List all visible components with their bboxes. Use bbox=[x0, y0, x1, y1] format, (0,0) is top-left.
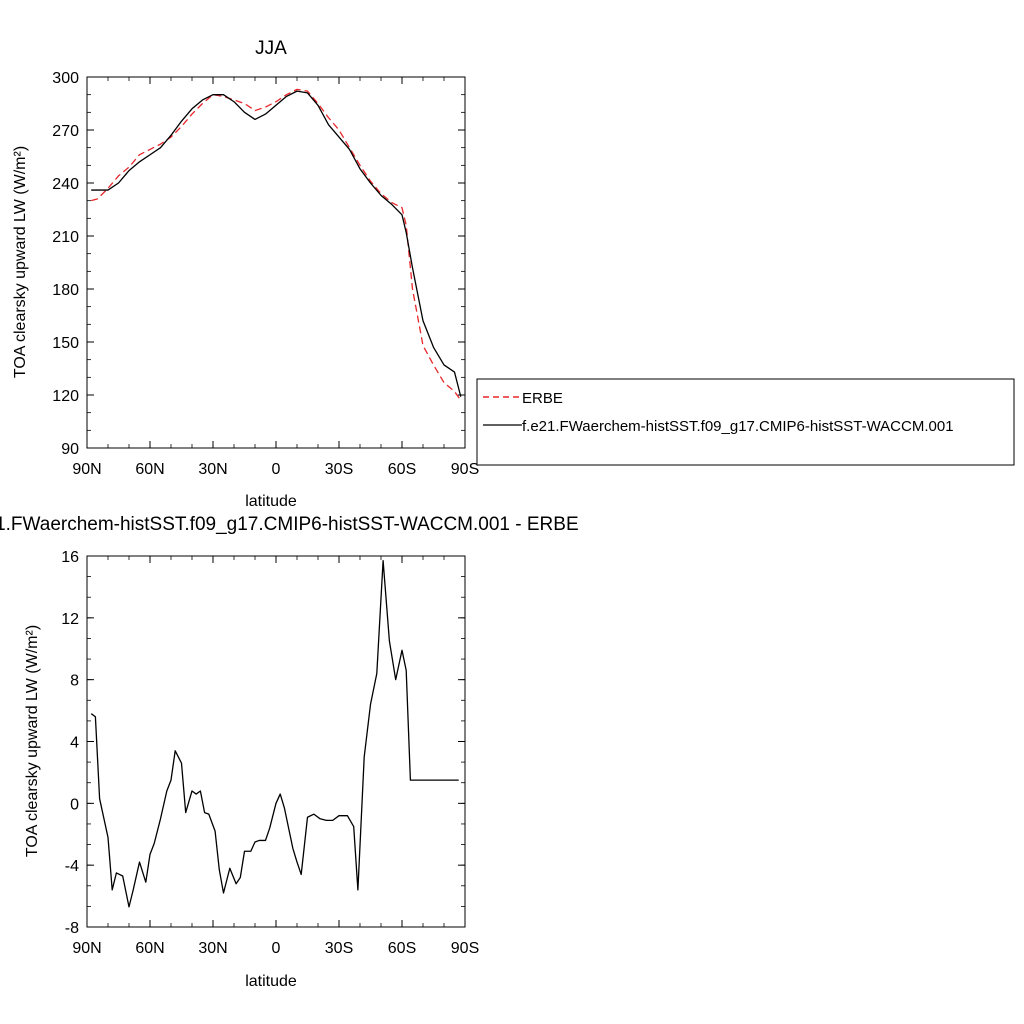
top-panel-x-tick-label: 30N bbox=[198, 461, 227, 478]
top-panel-y-tick-label: 150 bbox=[52, 335, 79, 352]
bottom-panel-y-tick-label: -8 bbox=[65, 920, 79, 937]
bottom-panel-x-axis-label: latitude bbox=[245, 973, 297, 990]
top-panel-x-tick-label: 60S bbox=[388, 461, 416, 478]
top-panel-series-line-1 bbox=[91, 90, 462, 397]
bottom-panel-y-axis-label: TOA clearsky upward LW (W/m²) bbox=[24, 625, 41, 857]
bottom-panel-y-tick-label: 4 bbox=[70, 735, 79, 752]
bottom-panel-y-tick-label: 12 bbox=[61, 611, 79, 628]
top-panel-frame bbox=[86, 76, 466, 449]
top-panel-series bbox=[91, 88, 462, 401]
top-panel-x-tick-labels: 90N 60N 30N 0 30S 60S 90S bbox=[72, 461, 479, 478]
bottom-panel: f.e21.FWaerchem-histSST.f09_g17.CMIP6-hi… bbox=[0, 514, 579, 990]
top-panel-y-tick-label: 90 bbox=[61, 441, 79, 458]
bottom-panel-y-tick-label: -4 bbox=[65, 858, 79, 875]
top-panel-x-tick-label: 90S bbox=[451, 461, 479, 478]
top-panel-x-tick-label: 0 bbox=[272, 461, 281, 478]
bottom-panel-x-tick-label: 30N bbox=[198, 940, 227, 957]
legend-label-model: f.e21.FWaerchem-histSST.f09_g17.CMIP6-hi… bbox=[522, 418, 954, 435]
top-panel-y-tick-label: 120 bbox=[52, 388, 79, 405]
top-panel-x-tick-label: 60N bbox=[135, 461, 164, 478]
top-panel-y-tick-label: 300 bbox=[52, 70, 79, 87]
bottom-panel-x-tick-label: 90N bbox=[72, 940, 101, 957]
bottom-panel-series bbox=[90, 559, 459, 908]
legend: ERBE f.e21.FWaerchem-histSST.f09_g17.CMI… bbox=[476, 378, 1015, 466]
bottom-panel-x-tick-label: 90S bbox=[451, 940, 479, 957]
bottom-panel-x-tick-label: 60N bbox=[135, 940, 164, 957]
legend-box bbox=[476, 378, 1015, 466]
top-panel-y-tick-label: 270 bbox=[52, 123, 79, 140]
top-panel-ticks bbox=[86, 76, 466, 449]
legend-label-erbe: ERBE bbox=[522, 390, 563, 407]
top-panel-y-tick-label: 210 bbox=[52, 229, 79, 246]
top-panel-y-tick-labels: 90 120 150 180 210 240 270 300 bbox=[52, 70, 79, 458]
top-panel-y-tick-label: 180 bbox=[52, 282, 79, 299]
top-panel-y-axis-label: TOA clearsky upward LW (W/m²) bbox=[12, 146, 29, 378]
bottom-panel-x-tick-label: 30S bbox=[325, 940, 353, 957]
bottom-panel-series-line-0 bbox=[90, 559, 459, 908]
bottom-panel-y-tick-label: 0 bbox=[70, 796, 79, 813]
bottom-panel-y-tick-labels: -8 -4 0 4 8 12 16 bbox=[61, 549, 79, 937]
bottom-panel-x-tick-label: 0 bbox=[272, 940, 281, 957]
bottom-panel-y-tick-label: 8 bbox=[70, 673, 79, 690]
bottom-panel-x-tick-label: 60S bbox=[388, 940, 416, 957]
bottom-panel-y-tick-label: 16 bbox=[61, 549, 79, 566]
bottom-panel-x-tick-labels: 90N 60N 30N 0 30S 60S 90S bbox=[72, 940, 479, 957]
top-panel-x-tick-label: 30S bbox=[325, 461, 353, 478]
top-panel: JJA 90N 60N 30N 0 30S 60S 90S 90 120 150 180 210 24… bbox=[12, 38, 479, 510]
top-panel-series-line-0 bbox=[91, 88, 462, 401]
top-panel-title: JJA bbox=[255, 38, 287, 59]
top-panel-x-axis-label: latitude bbox=[245, 493, 297, 510]
bottom-panel-title: f.e21.FWaerchem-histSST.f09_g17.CMIP6-hi… bbox=[0, 514, 579, 535]
top-panel-y-tick-label: 240 bbox=[52, 176, 79, 193]
bottom-panel-ticks bbox=[86, 555, 466, 928]
top-panel-x-tick-label: 90N bbox=[72, 461, 101, 478]
